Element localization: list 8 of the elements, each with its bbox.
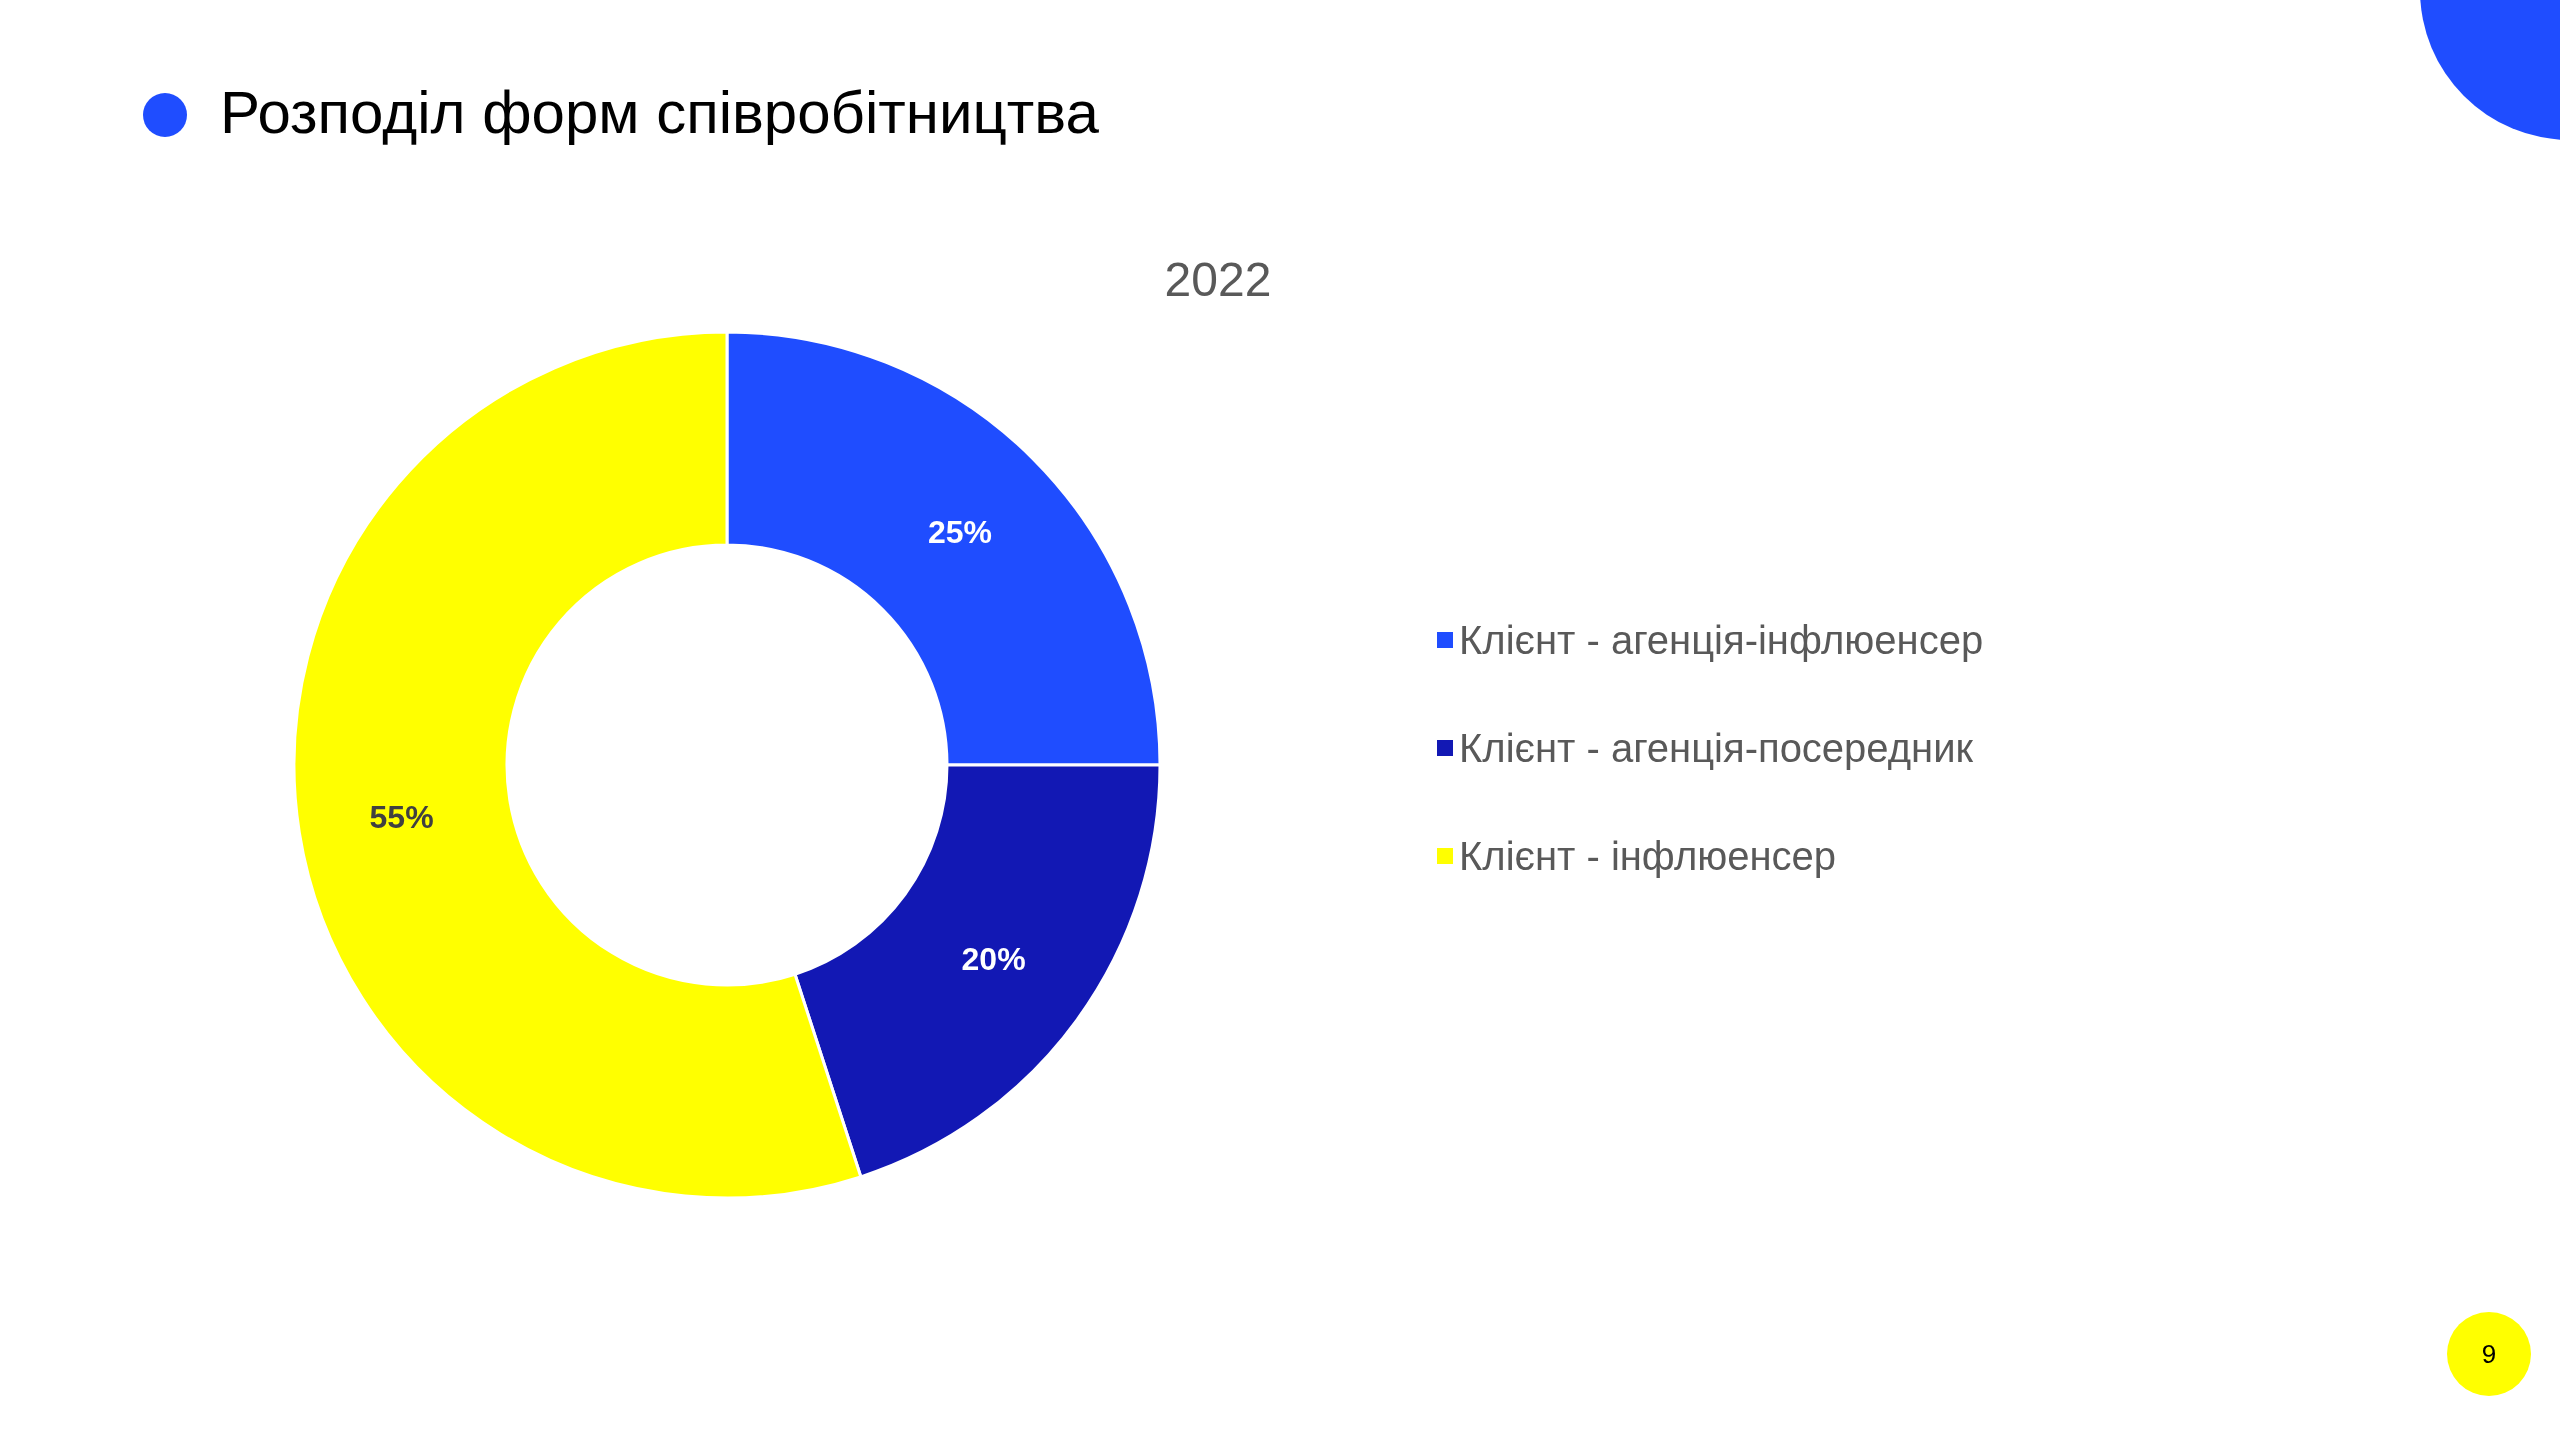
data-label: 25%: [927, 514, 993, 551]
legend-label: Клієнт - інфлюенсер: [1459, 834, 1837, 878]
legend-label: Клієнт - агенція-інфлюенсер: [1459, 618, 1984, 662]
data-label: 55%: [369, 798, 434, 835]
legend-label: Клієнт - агенція-посередник: [1459, 726, 1974, 770]
chart-subtitle: 2022: [1164, 252, 1272, 306]
chart-title: Розподіл форм співробітництва: [220, 78, 1099, 147]
data-label: 20%: [961, 940, 1026, 977]
